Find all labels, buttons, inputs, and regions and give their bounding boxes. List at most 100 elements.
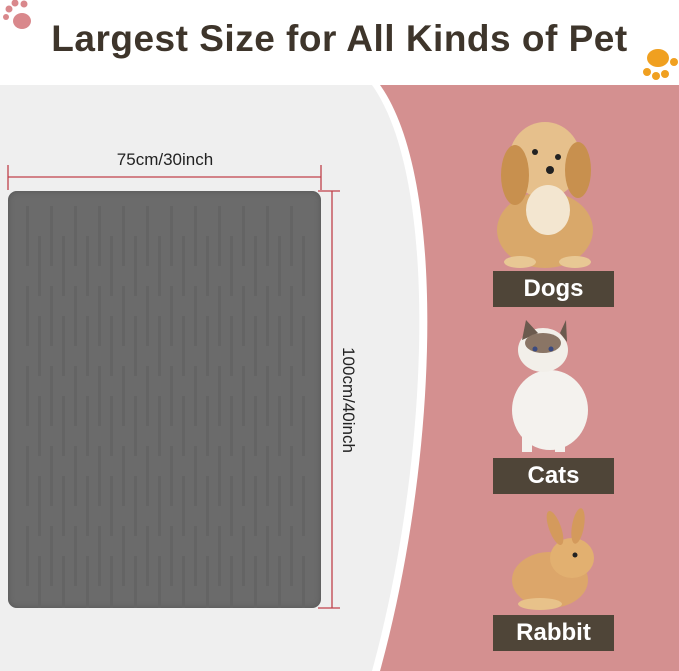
mat-groove	[182, 316, 185, 376]
mat-groove	[146, 206, 149, 266]
mat-groove	[110, 316, 113, 376]
paw-icon	[643, 49, 678, 80]
mat-groove	[182, 236, 185, 296]
mat-groove	[170, 206, 173, 266]
mat-groove	[38, 476, 41, 536]
mat-groove	[170, 286, 173, 346]
mat-groove	[170, 366, 173, 426]
mat-groove	[266, 526, 269, 586]
mat-groove	[158, 556, 161, 608]
mat-groove	[278, 316, 281, 376]
mat-groove	[98, 526, 101, 586]
mat-groove	[146, 286, 149, 346]
dog-image	[497, 122, 593, 268]
mat-groove	[86, 316, 89, 376]
mat-groove	[230, 556, 233, 608]
height-label: 100cm/40inch	[339, 347, 358, 453]
mat-groove	[122, 366, 125, 426]
mat-groove	[194, 286, 197, 346]
mat-groove	[302, 556, 305, 608]
mat-groove	[182, 476, 185, 536]
mat-groove	[50, 206, 53, 266]
mat-groove	[230, 236, 233, 296]
mat-groove	[98, 446, 101, 506]
mat-groove	[290, 286, 293, 346]
mat-groove	[74, 446, 77, 506]
mat-groove	[134, 316, 137, 376]
mat-groove	[230, 396, 233, 456]
mat-groove	[122, 286, 125, 346]
mat-groove	[158, 396, 161, 456]
mat-groove	[134, 396, 137, 456]
mat-groove	[50, 366, 53, 426]
mat-groove	[206, 396, 209, 456]
mat-groove	[254, 316, 257, 376]
mat-groove	[218, 446, 221, 506]
mat-groove	[110, 396, 113, 456]
mat-groove	[302, 476, 305, 536]
mat-groove	[266, 206, 269, 266]
mat-groove	[254, 396, 257, 456]
cat-image	[512, 320, 588, 452]
mat-groove	[182, 556, 185, 608]
mat-groove	[266, 286, 269, 346]
mat-groove	[62, 236, 65, 296]
rabbit-image	[512, 508, 594, 610]
mat-groove	[146, 526, 149, 586]
mat-groove	[74, 526, 77, 586]
mat-groove	[278, 396, 281, 456]
mat-groove	[122, 526, 125, 586]
height-measure-line	[318, 190, 340, 609]
mat-groove	[146, 446, 149, 506]
mat-groove	[194, 446, 197, 506]
mat-groove	[62, 316, 65, 376]
mat-groove	[182, 396, 185, 456]
mat-groove	[218, 286, 221, 346]
mat-groove	[62, 556, 65, 608]
mat-groove	[242, 206, 245, 266]
mat-groove	[302, 236, 305, 296]
mat-groove	[110, 476, 113, 536]
mat-groove	[278, 556, 281, 608]
mat-groove	[206, 236, 209, 296]
mat-groove	[134, 556, 137, 608]
mat-groove	[170, 446, 173, 506]
mat-groove	[26, 206, 29, 266]
mat-groove	[230, 476, 233, 536]
mat-groove	[50, 526, 53, 586]
mat-groove	[206, 316, 209, 376]
mat-groove	[218, 206, 221, 266]
mat-groove	[290, 366, 293, 426]
mat-groove	[254, 236, 257, 296]
mat-groove	[242, 286, 245, 346]
mat-groove	[194, 366, 197, 426]
mat-groove	[242, 366, 245, 426]
mat-groove	[206, 476, 209, 536]
mat-groove	[38, 236, 41, 296]
mat-groove	[194, 526, 197, 586]
mat-groove	[122, 206, 125, 266]
mat-groove	[134, 236, 137, 296]
mat-groove	[98, 206, 101, 266]
mat-groove	[290, 206, 293, 266]
mat-groove	[98, 366, 101, 426]
mat-groove	[86, 396, 89, 456]
mat-groove	[146, 366, 149, 426]
mat-groove	[302, 316, 305, 376]
mat-groove	[266, 366, 269, 426]
mat-groove	[86, 556, 89, 608]
mat-groove	[134, 476, 137, 536]
mat-groove	[254, 476, 257, 536]
cats-label: Cats	[493, 458, 614, 494]
width-label: 75cm/30inch	[116, 150, 214, 169]
mat-groove	[62, 396, 65, 456]
mat-groove	[26, 366, 29, 426]
mat-groove	[26, 286, 29, 346]
mat-groove	[158, 236, 161, 296]
mat-groove	[26, 446, 29, 506]
rabbit-label: Rabbit	[493, 615, 614, 651]
mat-groove	[158, 316, 161, 376]
mat-groove	[50, 446, 53, 506]
mat-groove	[26, 526, 29, 586]
